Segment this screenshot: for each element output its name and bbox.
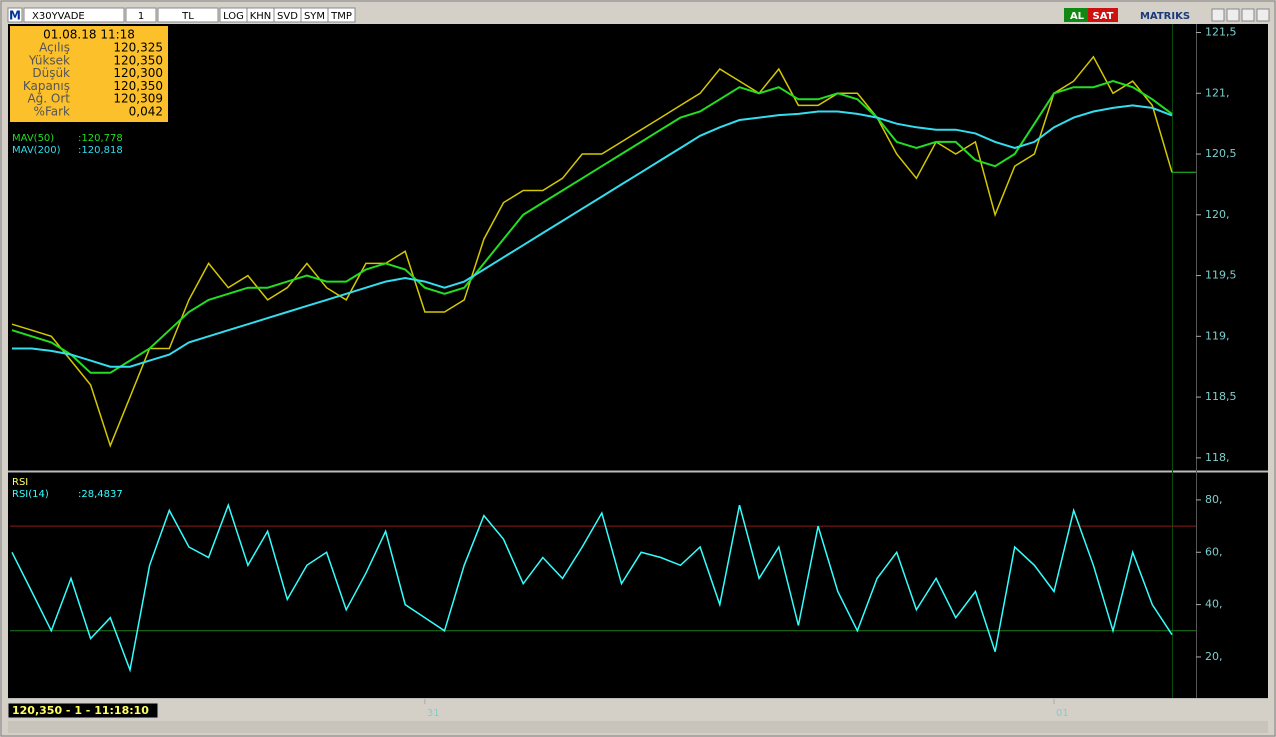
series-line	[11, 55, 1173, 448]
toolbar-button[interactable]	[327, 7, 356, 23]
info-label: %Fark	[34, 105, 70, 119]
info-label: Kapanış	[23, 79, 70, 93]
legend-name: RSI(14)	[12, 489, 49, 500]
toolbar-button-label: TMP	[330, 11, 352, 22]
series-line	[11, 502, 1173, 673]
toolbar: M X30YVADE 1 TL AL SAT MATRIKS	[7, 7, 1270, 23]
logo[interactable]	[7, 7, 23, 23]
toolbar-button-label: LOG	[223, 11, 244, 22]
info-box	[10, 26, 168, 122]
info-value: 120,350	[113, 79, 163, 93]
y-tick-label: 118,	[1205, 451, 1230, 464]
info-value: 120,350	[113, 53, 163, 67]
y-tick-label: 119,5	[1205, 269, 1237, 282]
buy: AL	[1070, 11, 1085, 22]
sell: SAT	[1093, 11, 1114, 22]
y-tick-label: 60,	[1205, 545, 1223, 558]
sell-button[interactable]	[1088, 8, 1118, 22]
panel-title: RSI	[12, 477, 28, 488]
series-line	[11, 80, 1173, 374]
info-label: Ağ. Ort	[27, 92, 70, 106]
info-value: 120,309	[113, 92, 163, 106]
chart-area	[8, 24, 1268, 699]
legend-value: :120,778	[78, 133, 123, 144]
y-tick-label: 121,5	[1205, 26, 1237, 39]
toolbar-button-label: SYM	[304, 11, 325, 22]
currency: TL	[181, 11, 194, 22]
y-tick-label: 40,	[1205, 598, 1223, 611]
y-tick-label: 20,	[1205, 650, 1223, 663]
window-button[interactable]	[1226, 8, 1240, 22]
y-tick-label: 120,5	[1205, 147, 1237, 160]
info-value: 120,325	[113, 41, 163, 55]
status: 120,350 - 1 - 11:18:10	[12, 704, 149, 717]
brand: MATRIKS	[1140, 11, 1190, 22]
y-tick-label: 120,	[1205, 208, 1230, 221]
y-tick-label: 119,	[1205, 329, 1230, 342]
logo-text: M	[9, 9, 21, 23]
x-tick-label: 31	[427, 708, 440, 719]
buy-button[interactable]	[1064, 8, 1090, 22]
legend-name: MAV(50)	[12, 133, 54, 144]
window-button[interactable]	[1241, 8, 1255, 22]
info-label: Açılış	[39, 41, 70, 55]
info-value: 120,300	[113, 66, 163, 80]
legend-value: :28,4837	[78, 489, 123, 500]
toolbar-button-label: KHN	[250, 11, 272, 22]
legend-name: MAV(200)	[12, 145, 61, 156]
y-tick-label: 121,	[1205, 86, 1230, 99]
info-label: Düşük	[32, 66, 70, 80]
window-button[interactable]	[1256, 8, 1270, 22]
info-value: 0,042	[129, 105, 163, 119]
scrollbar[interactable]	[8, 721, 1268, 733]
symbol-box[interactable]	[23, 7, 125, 23]
y-tick-label: 80,	[1205, 493, 1223, 506]
symbol: X30YVADE	[32, 11, 85, 22]
legend-value: :120,818	[78, 145, 123, 156]
series-line	[12, 104, 1173, 368]
info-datetime: 01.08.18 11:18	[43, 28, 135, 42]
y-tick-label: 118,5	[1205, 390, 1237, 403]
x-tick-label: 01	[1056, 708, 1069, 719]
period: 1	[138, 11, 144, 22]
window-button[interactable]	[1211, 8, 1225, 22]
currency-box[interactable]	[157, 7, 219, 23]
info-label: Yüksek	[28, 53, 70, 67]
status-box	[7, 702, 159, 719]
toolbar-button-label: SVD	[277, 11, 298, 22]
period-box[interactable]	[125, 7, 157, 23]
